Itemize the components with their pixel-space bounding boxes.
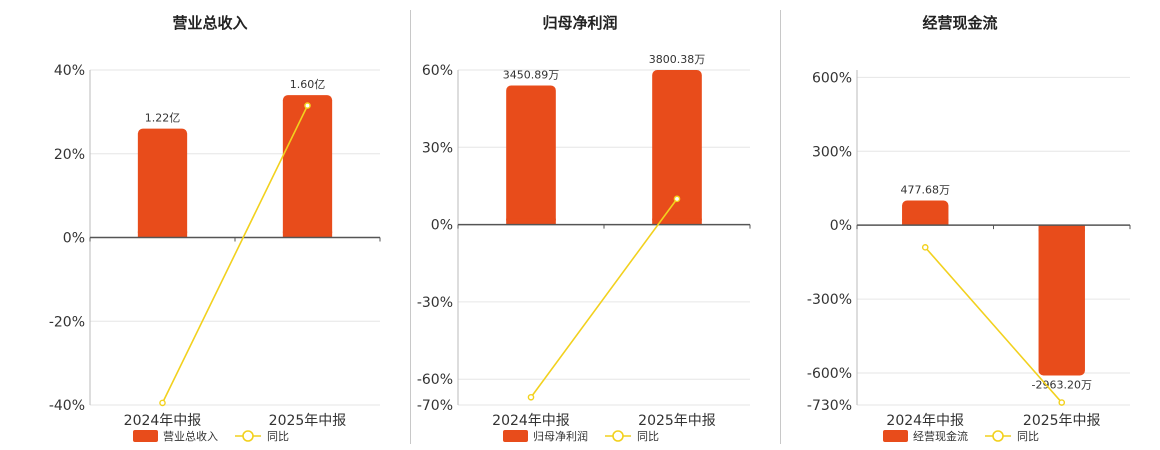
- legend-line-marker: [992, 430, 1004, 442]
- y-tick-label: -730%: [807, 398, 852, 414]
- y-tick-label: 40%: [54, 63, 85, 79]
- bar-data-label: 477.68万: [901, 184, 951, 197]
- chart-panel-net-profit: 归母净利润 60% 30% 0% -30% -60% -70% 3450.89万 2024年中报…: [410, 0, 780, 450]
- y-tick-label: 60%: [422, 63, 453, 79]
- chart-title: 营业总收入: [172, 14, 247, 32]
- y-tick-label: 0%: [431, 218, 453, 234]
- legend-bar-swatch: [503, 430, 528, 442]
- bar-data-label: 1.60亿: [290, 78, 326, 91]
- legend-bar-label: 经营现金流: [913, 429, 968, 443]
- yoy-point: [1058, 399, 1066, 406]
- y-tick-label: 30%: [422, 140, 453, 156]
- chart-title: 归母净利润: [542, 14, 617, 32]
- yoy-point: [304, 102, 311, 109]
- y-tick-label: -40%: [49, 398, 85, 414]
- y-tick-label: -20%: [49, 314, 85, 330]
- bar-base: [137, 231, 188, 238]
- legend-bar-label: 营业总收入: [163, 429, 218, 443]
- bar: [902, 200, 949, 226]
- bar-base: [282, 231, 333, 238]
- y-tick-label: 0%: [63, 231, 85, 247]
- y-tick-label: 300%: [812, 144, 852, 160]
- y-tick-label: -70%: [417, 398, 453, 414]
- legend-line-label: 同比: [637, 430, 659, 443]
- y-tick-label: -600%: [807, 366, 852, 382]
- legend-bar-swatch: [133, 430, 158, 442]
- y-tick-label: 20%: [54, 147, 85, 163]
- bar: [137, 128, 188, 238]
- y-tick-label: 600%: [812, 70, 852, 86]
- chart-cash-flow: 经营现金流 600% 300% 0% -300% -600% -730% 477.68万 202…: [807, 14, 1131, 443]
- legend-bar-label: 归母净利润: [533, 429, 588, 443]
- x-tick-label: 2025年中报: [1023, 413, 1101, 429]
- yoy-point: [921, 244, 929, 251]
- legend-line-marker: [242, 430, 254, 442]
- bar-base: [1038, 225, 1085, 232]
- chart-revenue: 营业总收入 40% 20% 0% -20% -40% 1.22亿 2024年中报 1.60亿 20…: [49, 14, 381, 443]
- y-tick-label: -300%: [807, 292, 852, 308]
- yoy-line: [161, 105, 309, 404]
- x-tick-label: 2024年中报: [492, 413, 570, 429]
- x-tick-label: 2024年中报: [124, 413, 202, 429]
- chart-panel-cash-flow: 经营现金流 600% 300% 0% -300% -600% -730% 477.68万 202…: [780, 0, 1160, 450]
- legend-line-marker: [612, 430, 624, 442]
- bar-data-label: 3800.38万: [649, 53, 706, 66]
- chart-title: 经营现金流: [922, 14, 997, 32]
- y-tick-label: -30%: [417, 295, 453, 311]
- legend-bar-swatch: [883, 430, 908, 442]
- chart-panel-revenue: 营业总收入 40% 20% 0% -20% -40% 1.22亿 2024年中报 1.60亿 20…: [0, 0, 410, 450]
- bar-base: [506, 218, 556, 225]
- yoy-line: [924, 246, 1063, 404]
- bar: [282, 95, 333, 238]
- y-tick-label: -60%: [417, 372, 453, 388]
- bar: [1038, 225, 1085, 376]
- yoy-line: [530, 198, 678, 398]
- bar-data-label: -2963.20万: [1032, 378, 1092, 391]
- bar: [652, 70, 702, 225]
- x-tick-label: 2025年中报: [269, 413, 347, 429]
- yoy-point: [159, 399, 166, 407]
- bar: [506, 85, 556, 225]
- panel-divider: [780, 10, 781, 444]
- yoy-point: [673, 195, 681, 203]
- bar-data-label: 1.22亿: [145, 112, 181, 125]
- bar-data-label: 3450.89万: [503, 68, 560, 81]
- x-tick-label: 2024年中报: [886, 413, 964, 429]
- panel-divider: [410, 10, 411, 444]
- x-tick-label: 2025年中报: [638, 413, 716, 429]
- bar-base: [902, 219, 949, 226]
- legend-line-label: 同比: [1017, 430, 1039, 443]
- yoy-point: [527, 393, 535, 401]
- chart-net-profit: 归母净利润 60% 30% 0% -30% -60% -70% 3450.89万 2024年中报…: [417, 14, 751, 443]
- bar-base: [652, 218, 702, 225]
- legend-line-label: 同比: [267, 430, 289, 443]
- y-tick-label: 0%: [830, 218, 852, 234]
